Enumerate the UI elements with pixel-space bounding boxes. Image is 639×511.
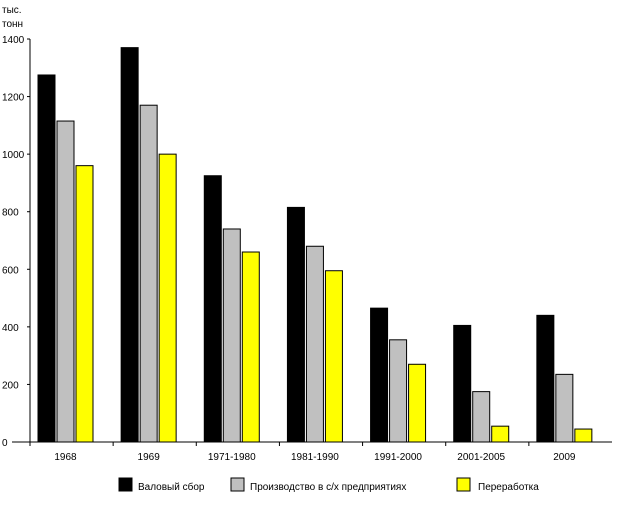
y-tick-label-800: 800	[2, 208, 19, 219]
y-tick-label-600: 600	[2, 265, 19, 276]
x-tick-label-1969: 1969	[138, 452, 161, 463]
bar-1969-series-2	[139, 104, 158, 443]
bar-1969-series-1	[120, 47, 139, 443]
legend-swatch-2	[230, 477, 245, 492]
x-axis-labels: 1968 1969 1971-1980 1981-1990 1991-2000 2001-…	[54, 442, 576, 463]
x-tick-label-2001-2005: 2001-2005	[457, 452, 505, 463]
bar-1991-2000-series-2	[389, 339, 408, 443]
bar-2009-series-2	[555, 373, 574, 443]
bar-1991-2000-series-3	[408, 363, 427, 443]
y-tick-label-1000: 1000	[2, 150, 25, 161]
bar-2001-2005-series-1	[453, 324, 472, 443]
legend-label-2: Производство в с/х предприятиях	[250, 482, 406, 493]
bar-1968-series-2	[56, 120, 75, 443]
bar-1968-series-3	[75, 165, 94, 443]
legend-label-3: Переработка	[478, 481, 539, 493]
legend: Валовый сбор Производство в с/х предприят…	[118, 477, 539, 493]
legend-swatch-3	[456, 477, 471, 492]
y-tick-label-1400: 1400	[2, 35, 25, 46]
y-tick-label-0: 0	[2, 438, 8, 449]
x-tick-label-1991-2000: 1991-2000	[374, 452, 422, 463]
y-axis-ticks: 0 200 400 600 800 1000 1200 1400	[2, 35, 30, 449]
x-tick-label-2009: 2009	[553, 452, 576, 463]
bar-1968-series-1	[37, 74, 56, 443]
legend-swatch-1	[118, 477, 133, 492]
bar-1969-series-3	[158, 153, 177, 443]
bar-1971-1980-series-1	[203, 175, 222, 443]
bar-1991-2000-series-1	[370, 307, 389, 443]
x-tick-label-1968: 1968	[54, 452, 77, 463]
x-tick-label-1981-1990: 1981-1990	[291, 452, 339, 463]
bar-1971-1980-series-3	[241, 251, 260, 443]
bars	[37, 47, 593, 443]
bar-1981-1990-series-1	[286, 206, 305, 443]
axes	[12, 39, 612, 446]
legend-label-1: Валовый сбор	[138, 481, 205, 493]
y-tick-label-200: 200	[2, 380, 19, 391]
bar-2001-2005-series-2	[472, 391, 491, 443]
y-tick-label-400: 400	[2, 323, 19, 334]
bar-2009-series-1	[536, 314, 555, 443]
bar-2009-series-3	[574, 428, 593, 443]
x-tick-label-1971-1980: 1971-1980	[208, 452, 256, 463]
bar-1981-1990-series-3	[324, 270, 343, 443]
bar-1971-1980-series-2	[222, 228, 241, 443]
bar-2001-2005-series-3	[491, 425, 510, 443]
y-tick-label-1200: 1200	[2, 93, 25, 104]
bar-1981-1990-series-2	[305, 245, 324, 443]
y-unit-label-line-1: тыс.	[2, 5, 22, 16]
y-unit-label-line-2: тонн	[2, 19, 23, 30]
